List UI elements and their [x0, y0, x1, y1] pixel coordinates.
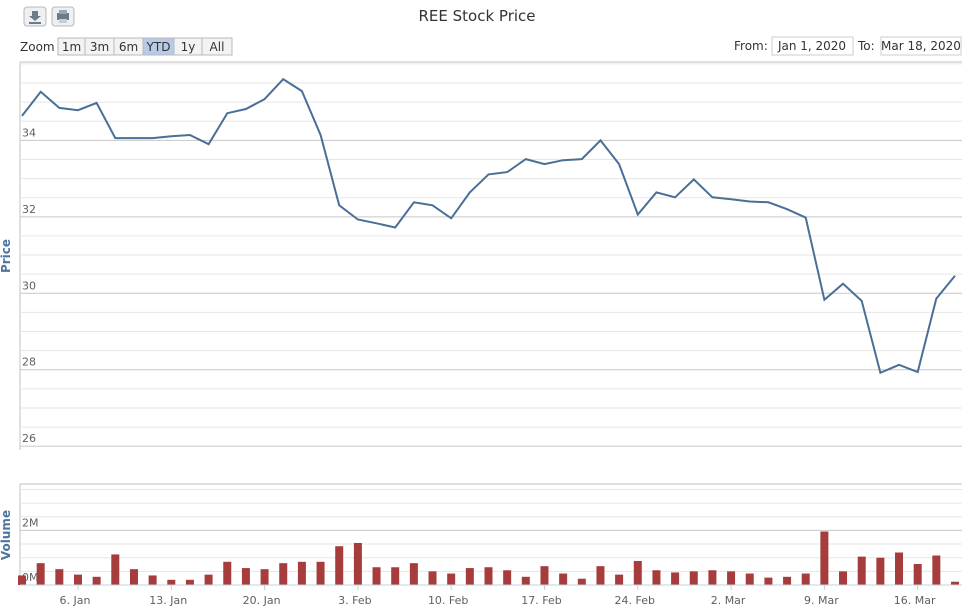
- volume-bar: [596, 566, 605, 585]
- volume-bar: [409, 563, 418, 585]
- y-tick-label: 32: [22, 203, 36, 216]
- volume-bar: [241, 568, 250, 585]
- volume-bar: [801, 573, 810, 585]
- volume-bar: [559, 573, 568, 585]
- to-input[interactable]: [880, 36, 962, 56]
- volume-bar: [447, 573, 456, 585]
- volume-bar: [503, 570, 512, 585]
- volume-bar: [335, 546, 344, 585]
- volume-bar: [689, 571, 698, 585]
- x-tick-label: 2. Mar: [711, 594, 746, 607]
- range-button-label: All: [210, 40, 225, 54]
- x-tick-label: 20. Jan: [243, 594, 281, 607]
- range-button-label: YTD: [146, 40, 171, 54]
- to-value: Mar 18, 2020: [881, 39, 961, 53]
- x-tick-label: 9. Mar: [804, 594, 839, 607]
- y-tick-label: 0M: [22, 571, 39, 584]
- volume-bar: [204, 574, 213, 585]
- volume-bar: [633, 560, 642, 585]
- to-label: To:: [857, 39, 875, 53]
- from-label: From:: [734, 39, 768, 53]
- x-tick-label: 3. Feb: [338, 594, 371, 607]
- volume-bar: [111, 554, 120, 585]
- download-button[interactable]: [23, 6, 47, 27]
- range-button-label: 1y: [181, 40, 196, 54]
- print-button[interactable]: [51, 6, 75, 27]
- y-tick-label: 28: [22, 356, 36, 369]
- volume-bar: [951, 581, 959, 585]
- volume-bar: [839, 571, 848, 585]
- volume-bar: [297, 561, 306, 585]
- volume-bar: [167, 579, 176, 585]
- range-button[interactable]: [201, 37, 233, 56]
- volume-bar: [783, 576, 792, 585]
- from-value: Jan 1, 2020: [777, 39, 846, 53]
- y-tick-label: 34: [22, 126, 36, 139]
- volume-bar: [671, 572, 680, 585]
- volume-bar: [148, 575, 157, 585]
- volume-bar: [764, 577, 773, 585]
- volume-bar: [465, 568, 474, 585]
- from-input[interactable]: [771, 36, 854, 56]
- volume-bar: [615, 574, 624, 585]
- y-axis-title: Price: [0, 239, 13, 273]
- volume-bar: [727, 571, 736, 585]
- volume-bar: [353, 542, 362, 585]
- volume-bar: [540, 566, 549, 585]
- x-tick-label: 24. Feb: [615, 594, 655, 607]
- price-line: [21, 77, 956, 375]
- volume-bar: [260, 569, 269, 585]
- x-tick-label: 10. Feb: [428, 594, 468, 607]
- volume-bar: [932, 555, 941, 585]
- y-tick-label: 2M: [22, 516, 39, 529]
- volume-bar: [391, 567, 400, 585]
- range-button-label: 6m: [119, 40, 138, 54]
- chart-title: REE Stock Price: [418, 7, 535, 25]
- x-tick-label: 6. Jan: [60, 594, 91, 607]
- volume-bar: [129, 569, 138, 585]
- volume-bar: [876, 557, 885, 585]
- volume-bar: [895, 552, 904, 585]
- volume-bar: [55, 569, 64, 585]
- volume-bar: [913, 563, 922, 585]
- y-tick-label: 26: [22, 432, 36, 445]
- volume-bar: [521, 576, 530, 585]
- volume-bar: [428, 571, 437, 585]
- y-axis-title: Volume: [0, 510, 13, 560]
- volume-bar: [92, 576, 101, 585]
- volume-bar: [708, 570, 717, 585]
- volume-bar: [36, 563, 45, 585]
- y-tick-label: 30: [22, 279, 36, 292]
- volume-bar: [223, 561, 232, 585]
- volume-bar: [820, 531, 829, 585]
- zoom-label: Zoom: [20, 40, 55, 54]
- volume-bar: [745, 573, 754, 585]
- volume-bar: [484, 567, 493, 585]
- volume-bar: [316, 561, 325, 585]
- volume-bar: [73, 574, 82, 585]
- volume-bar: [279, 563, 288, 585]
- volume-bar: [185, 579, 194, 585]
- volume-bar: [18, 575, 26, 585]
- volume-bar: [652, 570, 661, 585]
- x-tick-label: 13. Jan: [149, 594, 187, 607]
- volume-bar: [577, 578, 586, 585]
- volume-bar: [372, 567, 381, 585]
- volume-bar: [857, 556, 866, 585]
- range-button-label: 3m: [90, 40, 109, 54]
- x-tick-label: 17. Feb: [521, 594, 561, 607]
- range-button-label: 1m: [62, 40, 81, 54]
- x-tick-label: 16. Mar: [894, 594, 936, 607]
